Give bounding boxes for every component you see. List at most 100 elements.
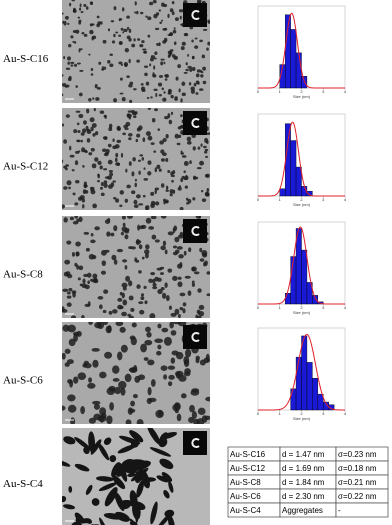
fit-curve [258, 121, 345, 197]
particle [145, 205, 150, 210]
particle [128, 132, 133, 137]
particle [163, 91, 166, 94]
particle [90, 126, 94, 132]
aggregate [103, 437, 112, 445]
particle [183, 356, 190, 365]
particle [128, 246, 133, 250]
particle [121, 97, 126, 102]
particle [162, 240, 167, 247]
bar [290, 140, 297, 197]
particle [159, 140, 164, 145]
particle [170, 357, 176, 364]
particle [204, 148, 209, 152]
particle [167, 88, 172, 94]
particle [91, 123, 97, 128]
particle [88, 322, 93, 325]
particle [112, 138, 115, 143]
particle [114, 144, 120, 149]
particle [132, 115, 137, 119]
particle [64, 362, 70, 367]
particle [146, 397, 153, 405]
particle [79, 3, 82, 8]
particle [79, 92, 83, 97]
particle [62, 123, 65, 127]
particle [128, 280, 133, 287]
particle [139, 225, 144, 230]
particle [72, 30, 77, 34]
particle [109, 53, 113, 57]
particle [78, 113, 84, 119]
aggregate [161, 472, 173, 482]
particle [70, 64, 74, 67]
particle [113, 6, 117, 11]
particle [200, 74, 204, 78]
particle [165, 185, 169, 190]
particle [195, 216, 201, 219]
particle [126, 75, 130, 78]
particle [77, 130, 81, 134]
particle [152, 283, 157, 287]
particle [85, 6, 89, 10]
particle [113, 225, 118, 232]
particle [157, 128, 161, 131]
particle [161, 327, 169, 333]
particle [156, 350, 162, 356]
particle [143, 65, 149, 68]
particle [185, 68, 189, 72]
particle [144, 72, 148, 77]
particle [67, 404, 77, 413]
particle [154, 167, 158, 173]
aggregate [98, 482, 117, 492]
particle [76, 122, 80, 126]
particle [66, 302, 72, 307]
particle [177, 276, 182, 280]
particle [88, 152, 93, 156]
particle [82, 363, 87, 368]
particle [167, 365, 176, 370]
particle [195, 92, 199, 95]
particle [190, 86, 195, 91]
particle [80, 139, 83, 143]
bar [284, 293, 291, 305]
particle [110, 232, 115, 237]
particle [66, 180, 72, 186]
diffraction-ring [191, 226, 200, 236]
bar [295, 356, 302, 411]
particle [199, 247, 203, 253]
particle [169, 32, 174, 36]
particle [187, 53, 190, 57]
particle [191, 282, 196, 287]
particle [167, 268, 173, 273]
particle [118, 40, 123, 45]
particle [108, 310, 113, 315]
particle [82, 278, 86, 284]
particle [191, 66, 196, 71]
particle [193, 418, 200, 424]
particle [162, 292, 167, 299]
particle [186, 140, 192, 145]
particle [206, 271, 210, 275]
particle [119, 77, 123, 81]
particle [165, 200, 169, 204]
particle [206, 47, 209, 51]
particle [111, 40, 116, 44]
particle [67, 379, 73, 384]
aggregate [86, 518, 93, 524]
particle [73, 376, 79, 384]
particle [136, 284, 141, 289]
particle [145, 15, 148, 18]
particle [130, 400, 136, 407]
x-axis-label: Size (nm) [293, 202, 311, 207]
particle [176, 142, 181, 146]
particle [192, 175, 197, 180]
particle [140, 86, 146, 91]
particle [127, 313, 132, 317]
particle [153, 65, 156, 70]
particle [163, 374, 168, 380]
particle [162, 137, 167, 143]
row-label: Au-S-C12 [3, 161, 48, 173]
bar [295, 166, 302, 197]
particle [120, 344, 128, 353]
particle [79, 48, 83, 51]
particle [170, 111, 174, 115]
